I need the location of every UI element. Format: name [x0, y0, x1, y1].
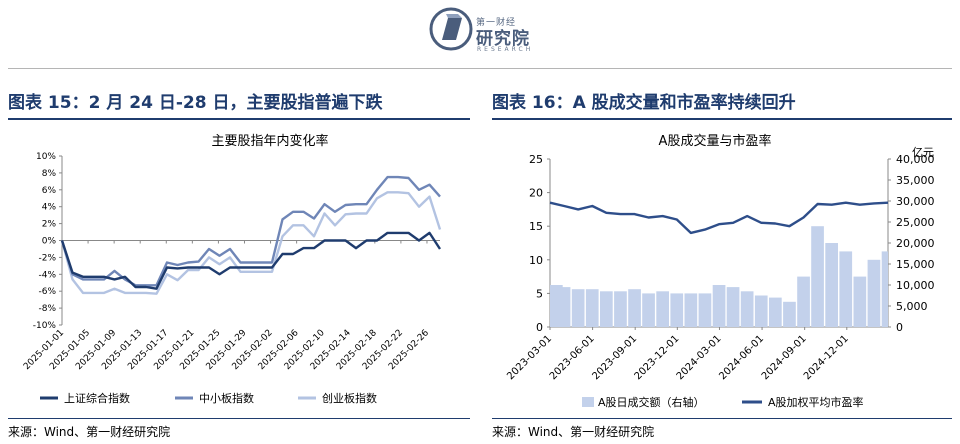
logo-main-text: 研究院: [476, 29, 530, 49]
x-tick-label: 2024-06-01: [717, 333, 766, 382]
y-tick-label: -4%: [38, 270, 56, 280]
turnover-bar: [839, 251, 853, 327]
turnover-bar: [600, 291, 613, 327]
logo-small-text: 第一财经: [476, 18, 517, 28]
left-tick-label: 20: [529, 187, 543, 200]
left-chart-title: 主要股指年内变化率: [211, 134, 329, 149]
series-line-3: [60, 191, 442, 295]
right-tick-label: 25,000: [896, 216, 935, 229]
series-line-1: [60, 231, 442, 290]
turnover-bar: [825, 243, 838, 327]
turnover-bar: [571, 289, 585, 327]
left-tick-label: 15: [529, 220, 543, 233]
logo-mark-icon: [429, 7, 473, 51]
turnover-bar: [783, 301, 796, 327]
y-tick-label: -2%: [38, 253, 56, 263]
logo-sub-text: RESEARCH: [477, 46, 534, 53]
y-tick-label: 0%: [42, 237, 57, 247]
y-tick-label: 2%: [42, 220, 57, 230]
y-tick-label: 10%: [36, 152, 56, 162]
y-tick-label: 6%: [42, 186, 57, 196]
y-tick-label: 4%: [42, 203, 57, 213]
right-axis-unit: 亿元: [912, 146, 934, 159]
y-tick-label: -8%: [38, 304, 56, 314]
left-tick-label: 25: [529, 153, 543, 166]
legend-label-turnover: A股日成交额（右轴）: [598, 395, 705, 409]
right-tick-label: 0: [896, 321, 903, 334]
right-tick-label: 10,000: [896, 279, 935, 292]
legend-label-pe: A股加权平均市盈率: [768, 395, 864, 409]
right-panel-rule: [492, 118, 952, 120]
turnover-bar: [642, 293, 655, 327]
left-tick-label: 0: [536, 321, 543, 334]
x-tick-label: 2023-03-01: [505, 333, 554, 382]
turnover-bar: [853, 276, 867, 327]
right-source: 来源：Wind、第一财经研究院: [492, 425, 655, 439]
y-tick-label: 8%: [42, 169, 57, 179]
left-bottom-rule: [8, 418, 470, 419]
series-line-2: [60, 175, 441, 287]
turnover-bar: [628, 289, 641, 327]
turnover-bar: [698, 293, 712, 327]
turnover-bar: [867, 259, 881, 327]
right-chart: 25 20 15 10 5 0 40,000 35,000 30,000 25,000 20,000…: [505, 146, 935, 409]
turnover-bar: [740, 291, 754, 327]
legend-label-3: 创业板指数: [322, 391, 377, 405]
turnover-bar: [881, 251, 888, 327]
x-tick-label: 2024-03-01: [675, 333, 724, 382]
turnover-bar: [769, 297, 782, 327]
turnover-bar: [712, 285, 726, 327]
right-bottom-rule: [492, 418, 952, 419]
turnover-bar: [656, 291, 669, 327]
turnover-bar: [670, 293, 684, 327]
turnover-bar: [585, 289, 599, 327]
x-tick-label: 2024-12-01: [802, 333, 851, 382]
right-panel-title: 图表 16：A 股成交量和市盈率持续回升: [492, 93, 796, 113]
x-tick-label: 2023-06-01: [548, 333, 597, 382]
right-chart-title: A股成交量与市盈率: [658, 134, 772, 149]
page-header: 第一财经 研究院 RESEARCH: [0, 0, 960, 64]
legend-label-1: 上证综合指数: [64, 391, 130, 405]
right-tick-label: 15,000: [896, 258, 935, 271]
turnover-bar: [614, 291, 627, 327]
y-tick-label: -6%: [38, 287, 56, 297]
turnover-bar: [811, 226, 824, 327]
left-source: 来源：Wind、第一财经研究院: [8, 425, 171, 439]
header-divider: [8, 68, 952, 69]
left-tick-label: 10: [529, 254, 543, 267]
turnover-bar: [754, 295, 768, 327]
turnover-bar: [797, 276, 810, 327]
right-tick-label: 20,000: [896, 237, 935, 250]
turnover-bar: [726, 287, 740, 327]
turnover-bar: [684, 293, 698, 327]
right-tick-label: 30,000: [896, 195, 935, 208]
right-tick-label: 5,000: [896, 300, 928, 313]
pe-line: [549, 201, 889, 235]
logo: 第一财经 研究院 RESEARCH: [428, 6, 538, 56]
legend-swatch-turnover: [582, 397, 594, 407]
left-tick-label: 5: [536, 287, 543, 300]
turnover-bar: [557, 287, 571, 327]
right-tick-label: 35,000: [896, 174, 935, 187]
left-chart: 10%8%6%4%2%0%-2%-4%-6%-8%-10%2025-01-012…: [22, 152, 442, 405]
y-tick-label: -10%: [33, 321, 57, 331]
legend-label-2: 中小板指数: [199, 391, 254, 405]
left-panel-rule: [8, 118, 470, 120]
left-panel-title: 图表 15：2 月 24 日-28 日，主要股指普遍下跌: [8, 93, 383, 113]
right-tick-label: 40,000: [896, 153, 935, 166]
